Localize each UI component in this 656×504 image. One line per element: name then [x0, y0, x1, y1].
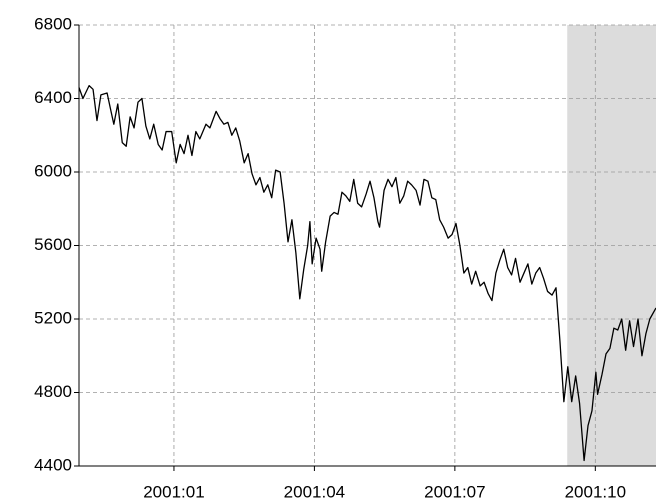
y-tick-label: 5600: [34, 235, 72, 254]
y-tick-label: 6800: [34, 14, 72, 33]
y-tick-label: 4800: [34, 382, 72, 401]
x-tick-label: 2001:10: [565, 482, 626, 501]
x-tick-label: 2001:04: [284, 482, 345, 501]
y-tick-label: 4400: [34, 455, 72, 474]
y-tick-label: 6400: [34, 88, 72, 107]
x-tick-label: 2001:01: [143, 482, 204, 501]
y-tick-label: 6000: [34, 161, 72, 180]
line-series: [78, 84, 656, 462]
x-tick-label: 2001:07: [424, 482, 485, 501]
y-tick-label: 5200: [34, 308, 72, 327]
